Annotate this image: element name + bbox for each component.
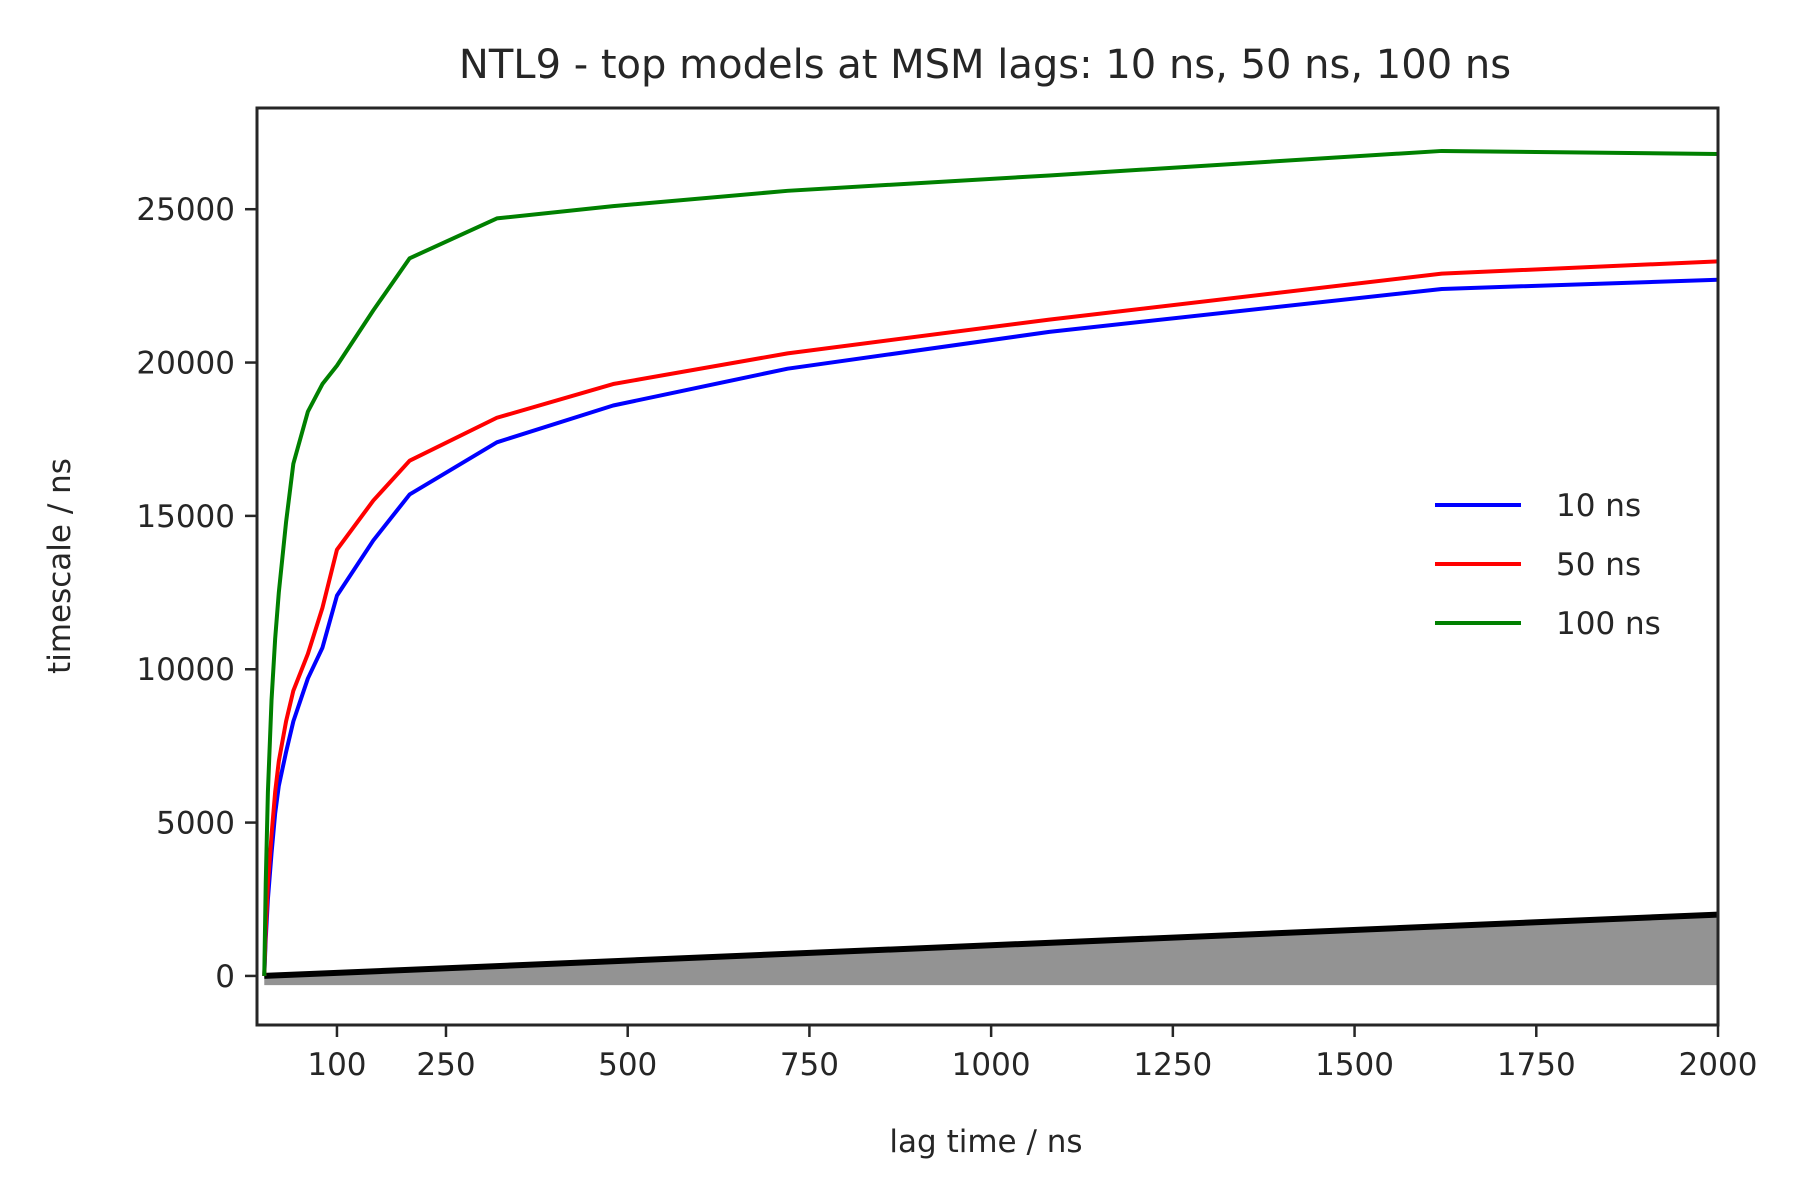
axes-frame: [255, 106, 1720, 1027]
y-tick-label: 10000: [136, 652, 235, 688]
series-line-3: [262, 148, 1718, 976]
x-tick-label: 500: [598, 1047, 657, 1083]
reference-line: [264, 911, 1718, 979]
axes: 100 250 500 750 1000 1250 1500 1750 200005000100…: [136, 106, 1758, 1083]
y-tick-label: 20000: [136, 346, 235, 382]
x-tick-label: 1750: [1497, 1047, 1576, 1083]
y-axis-label: timescale / ns: [42, 458, 78, 674]
x-axis-label: lag time / ns: [889, 1124, 1082, 1160]
legend-label-3: 100 ns: [1556, 606, 1661, 642]
series-line-1: [262, 277, 1718, 977]
x-tick-label: 100: [307, 1047, 366, 1083]
x-tick-label: 750: [780, 1047, 839, 1083]
series-line-2: [262, 259, 1718, 976]
y-tick-label: 25000: [136, 192, 235, 228]
legend-label-1: 10 ns: [1556, 488, 1641, 524]
x-tick-label: 1250: [1133, 1047, 1212, 1083]
legend: 10 ns 50 ns 100 ns: [1435, 488, 1661, 642]
x-tick-label: 1000: [952, 1047, 1031, 1083]
x-tick-label: 250: [416, 1047, 475, 1083]
plot-area: [262, 148, 1718, 986]
y-tick-label: 5000: [156, 806, 235, 842]
chart-title: NTL9 - top models at MSM lags: 10 ns, 50…: [459, 42, 1511, 88]
x-tick-label: 1500: [1315, 1047, 1394, 1083]
y-tick-label: 0: [215, 959, 235, 995]
x-tick-label: 2000: [1679, 1047, 1758, 1083]
y-tick-label: 15000: [136, 499, 235, 535]
legend-label-2: 50 ns: [1556, 547, 1641, 583]
